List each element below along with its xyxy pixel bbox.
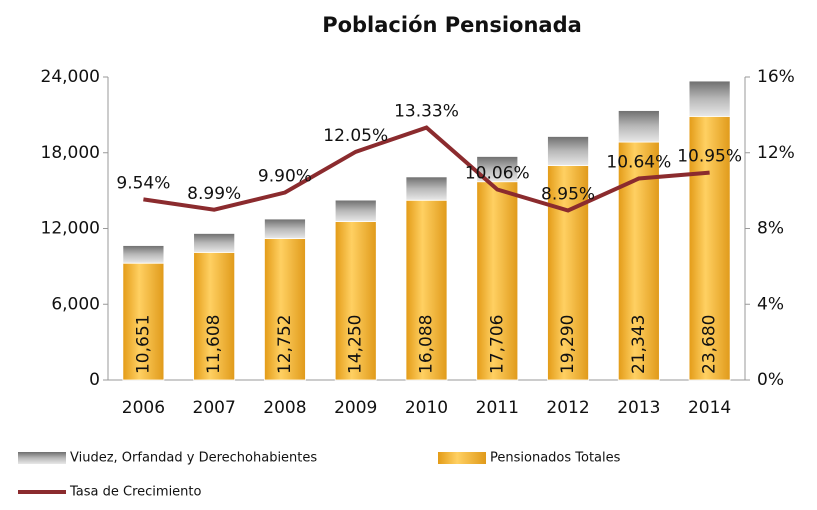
total-label: 19,290 bbox=[558, 315, 578, 374]
legend-label: Pensionados Totales bbox=[490, 451, 621, 466]
data-label: 9.90% bbox=[258, 167, 312, 187]
total-label: 17,706 bbox=[487, 315, 507, 374]
chart-title: Población Pensionada bbox=[322, 13, 582, 37]
data-label: 10.64% bbox=[606, 153, 671, 173]
data-label: 10.06% bbox=[465, 163, 530, 183]
x-tick-label: 2010 bbox=[405, 398, 448, 418]
bar-segment bbox=[122, 262, 165, 381]
bar-segment bbox=[547, 165, 589, 381]
y2-tick-label: 16% bbox=[757, 67, 795, 87]
x-tick-label: 2008 bbox=[263, 398, 306, 418]
y-tick-label: 24,000 bbox=[41, 67, 100, 87]
bar-segment bbox=[122, 245, 165, 264]
x-tick-label: 2012 bbox=[546, 398, 589, 418]
y2-tick-label: 8% bbox=[757, 219, 784, 239]
bar-segment bbox=[193, 233, 236, 253]
bar-segment bbox=[193, 251, 236, 381]
bar-segment bbox=[264, 218, 306, 239]
x-tick-label: 2013 bbox=[617, 398, 660, 418]
legend-swatch bbox=[438, 452, 486, 464]
total-label: 21,343 bbox=[629, 315, 649, 374]
bar-segment bbox=[334, 199, 377, 222]
data-label: 9.54% bbox=[116, 173, 170, 193]
total-label: 16,088 bbox=[417, 315, 437, 374]
bar-segment bbox=[405, 199, 448, 381]
y-tick-label: 18,000 bbox=[41, 143, 100, 163]
x-tick-label: 2014 bbox=[688, 398, 731, 418]
y2-tick-label: 0% bbox=[757, 370, 784, 390]
data-label: 8.99% bbox=[187, 184, 241, 204]
bar-segment bbox=[617, 141, 660, 381]
x-tick-label: 2007 bbox=[193, 398, 236, 418]
bar-segment bbox=[476, 181, 519, 381]
total-label: 14,250 bbox=[346, 315, 366, 374]
bar-segment bbox=[617, 110, 660, 143]
total-label: 11,608 bbox=[204, 315, 224, 374]
bar-segment bbox=[547, 136, 589, 166]
data-label: 10.95% bbox=[677, 147, 742, 167]
y2-tick-label: 4% bbox=[757, 294, 784, 314]
total-label: 10,651 bbox=[133, 315, 153, 374]
legend-label: Viudez, Orfandad y Derechohabientes bbox=[70, 451, 317, 466]
bar-segment bbox=[688, 115, 731, 381]
data-label: 13.33% bbox=[394, 102, 459, 122]
legend-label: Tasa de Crecimiento bbox=[69, 485, 202, 500]
x-tick-label: 2011 bbox=[476, 398, 519, 418]
x-tick-label: 2009 bbox=[334, 398, 377, 418]
bar-segment bbox=[405, 176, 448, 201]
bar-segment bbox=[264, 238, 306, 381]
total-label: 23,680 bbox=[700, 315, 720, 374]
bar-segment bbox=[688, 80, 731, 117]
bar-segment bbox=[334, 221, 377, 381]
y2-tick-label: 12% bbox=[757, 143, 795, 163]
line bbox=[143, 125, 710, 213]
y-tick-label: 12,000 bbox=[41, 219, 100, 239]
y-tick-label: 6,000 bbox=[51, 294, 100, 314]
x-tick-label: 2006 bbox=[122, 398, 165, 418]
total-label: 12,752 bbox=[275, 315, 295, 374]
legend-swatch bbox=[18, 452, 66, 464]
y-tick-label: 0 bbox=[89, 370, 100, 390]
data-label: 12.05% bbox=[323, 126, 388, 146]
data-label: 8.95% bbox=[541, 185, 595, 205]
